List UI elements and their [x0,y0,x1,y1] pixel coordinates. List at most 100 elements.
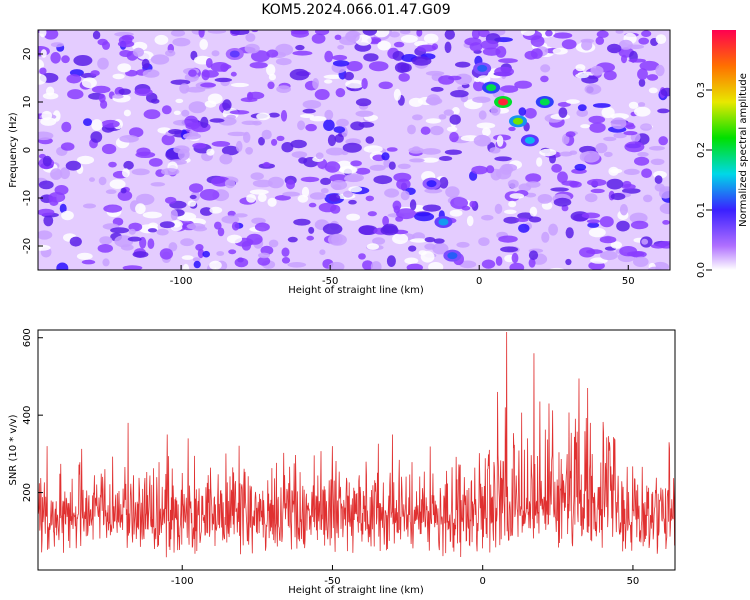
heatmap-cell [315,30,330,36]
heatmap-cell [373,175,393,185]
heatmap-cell [291,151,308,159]
heatmap-cell [324,50,334,63]
heatmap-cell [639,60,660,71]
heatmap-cell [52,110,61,122]
snr-y-ticks: 200 400 600 [22,328,43,502]
heatmap-cell [119,50,132,57]
heatmap-cell [509,193,525,199]
heatmap-cell [393,41,405,48]
heatmap-cell [392,50,405,61]
heatmap-cell [471,165,488,175]
heatmap-cell [293,218,311,226]
heatmap-cell [325,147,346,156]
heatmap-cell [372,237,386,245]
heatmap-cell [73,55,93,66]
heatmap-cell [319,249,326,255]
heatmap-cell [576,108,588,117]
heatmap-cell [245,33,256,42]
heatmap-cell [365,195,374,202]
heatmap-cell [324,79,333,84]
heatmap-cell [43,30,59,40]
heatmap-cell [420,250,435,263]
heatmap-cell [267,197,277,207]
heatmap-cell [628,58,646,63]
heatmap-cell [324,109,334,120]
heatmap-cell [481,259,496,269]
heatmap-cell [60,142,75,151]
x-tick-label: -50 [322,276,338,287]
heatmap-cell [217,227,225,237]
heatmap-cell [112,73,125,80]
y-tick-label: 10 [22,96,33,109]
heatmap-cell [81,77,97,88]
colorbar-label: Normalized spectral amplitude [738,73,749,227]
heatmap-cell [211,50,220,57]
heatmap-cell [489,147,501,154]
heatmap-cell [508,200,517,208]
heatmap-cell [481,214,494,221]
heatmap-cell [227,131,248,137]
heatmap-cell [400,190,410,201]
heatmap-cell [432,242,449,255]
heatmap-cell [92,30,101,40]
heatmap-cell [97,57,109,70]
heatmap-cell [615,30,624,34]
heatmap-cell [350,121,365,131]
heatmap-cell [249,189,269,195]
heatmap-cell [638,37,649,45]
heatmap-cell [261,129,272,140]
heatmap-cell [141,58,150,69]
heatmap-cell [119,135,139,143]
heatmap-cell [424,188,443,194]
heatmap-cell [368,61,389,72]
heatmap-cell [344,71,354,81]
heatmap-cell [309,192,327,200]
heatmap-cell [327,233,347,246]
colorbar-tick-label: 0.2 [696,142,707,158]
heatmap-cell [566,99,580,104]
heatmap-cell [117,190,133,201]
heatmap-cell [308,202,317,208]
heatmap-cell [332,184,342,191]
heatmap-cell [348,199,357,205]
heatmap-cell [610,241,622,249]
heatmap-cell [469,200,476,208]
x-tick-label: -50 [324,576,340,587]
heatmap-cell [622,180,632,188]
heatmap-cell [628,101,639,109]
heatmap-cell [414,212,435,222]
heatmap-cell [120,244,134,251]
heatmap-hotspot [539,98,550,106]
heatmap-cell [398,73,410,82]
heatmap-cell [188,69,197,77]
heatmap-cell [38,230,53,240]
heatmap-cell [553,197,572,207]
heatmap-cell [69,236,82,247]
heatmap-cell [287,262,307,268]
heatmap-cell [494,66,514,77]
heatmap-cell [320,188,329,194]
heatmap-cell [298,157,308,164]
heatmap-cell [342,142,362,153]
heatmap-cell [501,163,518,172]
heatmap-cell [39,30,47,38]
heatmap-cell [339,166,358,174]
heatmap-cell [252,120,262,126]
heatmap-cell [421,157,439,163]
heatmap-cell [90,70,100,77]
heatmap-cell [67,89,84,100]
heatmap-cell [528,258,536,268]
heatmap-cell [584,193,598,203]
heatmap-cell [199,39,208,50]
heatmap-cell [173,110,181,116]
heatmap-cell [128,228,136,235]
heatmap-cell [170,79,191,85]
heatmap-cell [637,152,649,157]
heatmap-cell [172,37,191,47]
heatmap-cell [473,80,485,92]
heatmap-cell [607,43,622,54]
heatmap-cell [524,50,538,60]
heatmap-cell [362,30,377,36]
heatmap-cell [366,243,379,250]
heatmap-cell [150,182,166,187]
